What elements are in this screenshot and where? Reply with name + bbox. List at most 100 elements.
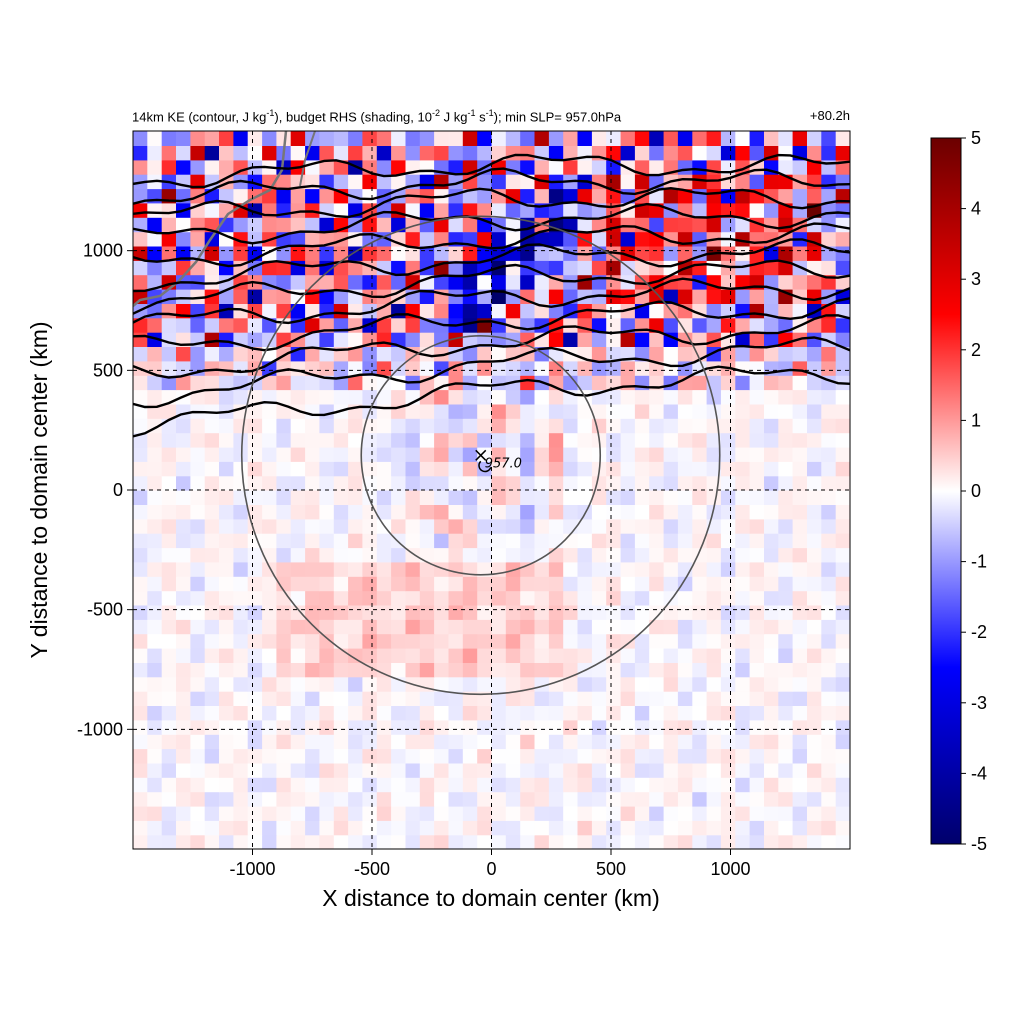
shading-cell: [477, 403, 493, 419]
shading-cell: [290, 461, 306, 477]
shading-cell: [147, 719, 163, 735]
shading-cell: [634, 403, 650, 419]
shading-cell: [448, 547, 464, 563]
shading-cell: [319, 777, 335, 793]
shading-cell: [204, 762, 220, 778]
shading-cell: [821, 504, 837, 520]
shading-cell: [792, 346, 808, 362]
shading-cell: [290, 518, 306, 534]
shading-cell: [677, 475, 693, 491]
shading-cell: [147, 375, 163, 391]
shading-cell: [649, 619, 665, 635]
shading-cell: [720, 490, 736, 505]
shading-cell: [362, 461, 378, 477]
shading-cell: [419, 360, 435, 376]
shading-cell: [491, 547, 507, 563]
shading-cell: [534, 188, 550, 204]
shading-cell: [534, 131, 550, 146]
shading-cell: [620, 231, 636, 247]
shading-cell: [419, 490, 435, 505]
shading-cell: [778, 576, 794, 592]
shading-cell: [807, 346, 822, 362]
shading-cell: [491, 274, 507, 290]
shading-cell: [749, 145, 765, 161]
shading-cell: [319, 547, 335, 563]
shading-cell: [720, 317, 736, 333]
shading-cell: [548, 748, 564, 764]
shading-cell: [764, 432, 779, 448]
shading-cell: [821, 461, 837, 477]
shading-cell: [577, 418, 593, 434]
shading-cell: [391, 791, 406, 807]
shading-cell: [477, 245, 493, 261]
shading-cell: [262, 418, 277, 434]
shading-cell: [362, 188, 378, 204]
shading-cell: [620, 145, 636, 161]
shading-cell: [262, 446, 277, 462]
shading-cell: [462, 217, 478, 233]
shading-cell: [505, 518, 521, 534]
shading-cell: [520, 274, 536, 290]
shading-cell: [792, 418, 808, 434]
shading-cell: [204, 332, 220, 347]
shading-cell: [491, 518, 507, 534]
shading-cell: [305, 662, 320, 678]
shading-cell: [563, 791, 579, 807]
shading-cell: [649, 131, 665, 146]
shading-cell: [133, 533, 148, 549]
shading-cell: [692, 619, 708, 635]
shading-cell: [362, 432, 378, 448]
shading-cell: [204, 446, 220, 462]
shading-cell: [190, 705, 206, 721]
shading-cell: [720, 202, 736, 218]
shading-cell: [133, 202, 148, 218]
shading-cell: [692, 202, 708, 218]
shading-cell: [720, 475, 736, 491]
shading-cell: [563, 461, 579, 477]
shading-cell: [821, 360, 837, 376]
shading-cell: [176, 748, 191, 764]
shading-cell: [333, 820, 349, 836]
shading-cell: [807, 245, 822, 261]
shading-cell: [735, 561, 751, 577]
shading-cell: [620, 676, 636, 692]
shading-cell: [362, 691, 378, 706]
shading-cell: [305, 777, 320, 793]
shading-cell: [491, 734, 507, 750]
shading-cell: [706, 490, 722, 505]
shading-cell: [634, 360, 650, 376]
shading-cell: [204, 547, 220, 563]
shading-cell: [204, 131, 220, 146]
shading-cell: [548, 834, 564, 849]
shading-cell: [720, 705, 736, 721]
shading-cell: [391, 317, 406, 333]
shading-cell: [792, 547, 808, 563]
shading-cell: [434, 619, 449, 635]
shading-cell: [147, 705, 163, 721]
shading-cell: [720, 691, 736, 706]
shading-cell: [821, 691, 837, 706]
shading-cell: [405, 805, 421, 821]
shading-cell: [405, 705, 421, 721]
shading-cell: [835, 805, 850, 821]
shading-cell: [477, 188, 493, 204]
y-tick-label: -500: [87, 600, 123, 620]
shading-cell: [219, 662, 234, 678]
shading-cell: [677, 719, 693, 735]
shading-cell: [391, 691, 406, 706]
shading-cell: [620, 648, 636, 663]
shading-cell: [663, 604, 679, 620]
shading-cell: [692, 762, 708, 778]
shading-cell: [204, 662, 220, 678]
shading-cell: [591, 619, 607, 635]
shading-cell: [376, 159, 392, 175]
shading-cell: [520, 461, 536, 477]
shading-cell: [176, 332, 191, 347]
shading-cell: [161, 245, 177, 261]
shading-cell: [534, 691, 550, 706]
shading-cell: [792, 662, 808, 678]
shading-cell: [147, 202, 163, 218]
colorbar-tick-label: -3: [971, 693, 987, 713]
shading-cell: [405, 734, 421, 750]
shading-cell: [534, 561, 550, 577]
